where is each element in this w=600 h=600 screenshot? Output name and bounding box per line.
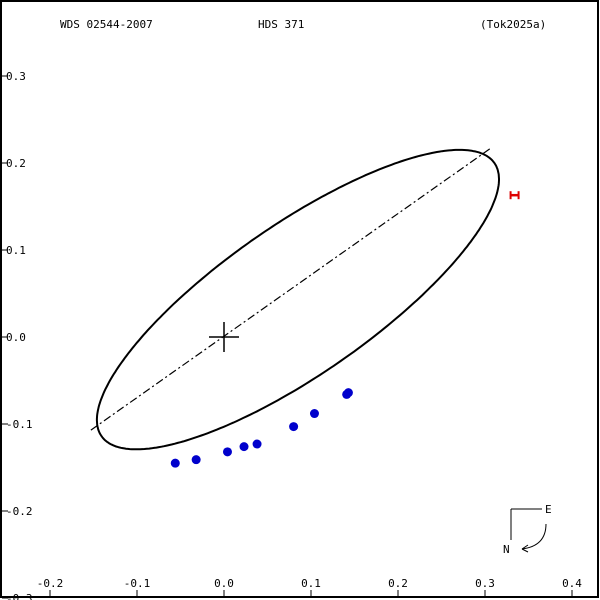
x-tick-label: 0.0	[214, 577, 234, 590]
compass-arrow-head-icon	[521, 544, 529, 553]
orbit-ellipse	[95, 148, 500, 451]
compass-east-label: E	[545, 503, 552, 516]
y-tick-label: 0.0	[6, 331, 26, 344]
observation-point	[343, 388, 353, 398]
y-tick-label: 0.3	[6, 70, 26, 83]
primary-star-cross	[209, 322, 239, 352]
compass: E N	[503, 503, 552, 556]
compass-north-label: N	[503, 543, 510, 556]
x-tick-label: -0.2	[37, 577, 64, 590]
observation-point	[170, 458, 180, 468]
compass-arrow	[521, 523, 547, 550]
y-tick-label: -0.1	[6, 418, 33, 431]
y-tick-label: -0.2	[6, 505, 33, 518]
x-tick-label: 0.1	[301, 577, 321, 590]
x-tick-label: 0.3	[475, 577, 495, 590]
observation-point	[289, 422, 299, 432]
observation-point	[252, 439, 262, 449]
observation-points	[170, 388, 353, 468]
outlier-point	[509, 191, 520, 200]
observation-point	[239, 442, 249, 452]
axes: -0.2 -0.1 0.0 0.1 0.2 0.3 0.4 0.3 0.2 0.1 0.0 -0.1 -…	[2, 70, 582, 600]
x-tick-label: -0.1	[124, 577, 151, 590]
x-tick-label: 0.4	[562, 577, 582, 590]
observation-point	[191, 455, 201, 465]
x-tick-label: 0.2	[388, 577, 408, 590]
observation-point	[309, 409, 319, 419]
header-right: (Tok2025a)	[480, 18, 546, 31]
y-tick-label: 0.2	[6, 157, 26, 170]
header-left: WDS 02544-2007	[60, 18, 153, 31]
outlier-points	[509, 191, 520, 200]
y-tick-label: 0.1	[6, 244, 26, 257]
line-of-nodes	[90, 146, 493, 431]
header-center: HDS 371	[258, 18, 304, 31]
y-tick-label: -0.3	[6, 592, 33, 600]
observation-point	[222, 447, 232, 457]
